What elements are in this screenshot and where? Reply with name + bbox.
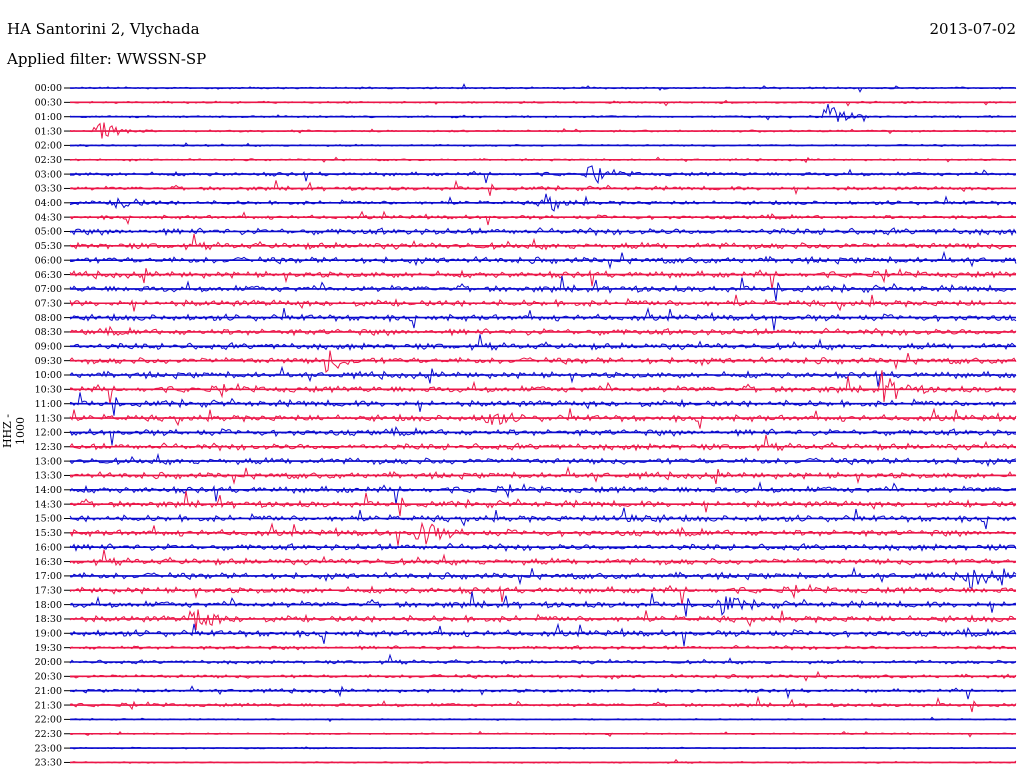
time-tick-label: 19:30: [35, 643, 62, 654]
seismic-trace: [70, 685, 1016, 700]
seismic-trace: [69, 210, 1017, 226]
time-tick-label: 03:30: [35, 184, 62, 195]
time-tick-label: 19:00: [35, 629, 62, 640]
seismic-trace: [70, 334, 1017, 352]
time-tick-label: 01:00: [35, 112, 62, 123]
time-tick-label: 04:00: [35, 198, 62, 209]
time-tick-label: 23:00: [35, 743, 62, 754]
time-tick-label: 00:30: [35, 98, 62, 109]
time-tick-label: 14:00: [35, 485, 62, 496]
time-tick-label: 15:30: [35, 528, 62, 539]
time-tick-label: 01:30: [35, 126, 62, 137]
time-tick-label: 23:30: [35, 758, 62, 769]
time-tick-label: 05:00: [35, 227, 62, 238]
time-tick-label: 11:30: [35, 413, 62, 424]
time-tick-label: 02:00: [35, 141, 62, 152]
seismic-trace: [69, 566, 1017, 589]
time-tick-label: 20:30: [35, 672, 62, 683]
time-tick-label: 18:30: [35, 614, 62, 625]
time-tick-label: 12:30: [35, 442, 62, 453]
seismic-trace: [69, 267, 1017, 290]
time-tick-label: 22:00: [35, 715, 62, 726]
time-tick-label: 10:00: [35, 370, 62, 381]
time-tick-label: 20:00: [35, 657, 62, 668]
seismic-trace: [69, 452, 1017, 468]
time-tick-label: 10:30: [35, 385, 62, 396]
seismic-trace: [69, 521, 1017, 546]
time-tick-label: 07:00: [35, 284, 62, 295]
time-tick-label: 06:30: [35, 270, 62, 281]
seismic-trace: [69, 583, 1017, 605]
time-tick-label: 18:00: [35, 600, 62, 611]
seismic-trace: [69, 549, 1017, 567]
time-tick-label: 09:30: [35, 356, 62, 367]
seismic-trace: [69, 434, 1017, 452]
seismic-trace: [69, 481, 1017, 505]
time-tick-label: 17:00: [35, 571, 62, 582]
seismic-trace: [69, 370, 1017, 404]
time-tick-label: 08:30: [35, 327, 62, 338]
time-tick-label: 02:30: [35, 155, 62, 166]
time-tick-label: 07:30: [35, 298, 62, 309]
time-tick-label: 09:00: [35, 342, 62, 353]
time-tick-label: 11:00: [35, 399, 62, 410]
time-tick-label: 16:00: [35, 542, 62, 553]
time-tick-label: 12:00: [35, 428, 62, 439]
time-tick-label: 05:30: [35, 241, 62, 252]
time-tick-label: 21:00: [35, 686, 62, 697]
station-title: HA Santorini 2, Vlychada: [7, 20, 200, 38]
time-tick-label: 06:00: [35, 255, 62, 266]
seismic-trace: [69, 307, 1017, 331]
time-tick-label: 17:30: [35, 585, 62, 596]
time-tick-label: 08:00: [35, 313, 62, 324]
time-tick-label: 22:30: [35, 729, 62, 740]
date-label: 2013-07-02: [929, 20, 1016, 38]
seismic-trace: [69, 622, 1017, 647]
time-tick-label: 03:00: [35, 169, 62, 180]
seismic-trace: [69, 233, 1017, 251]
time-tick-label: 13:30: [35, 471, 62, 482]
time-tick-label: 15:00: [35, 514, 62, 525]
time-tick-label: 14:30: [35, 499, 62, 510]
time-tick-label: 00:00: [35, 83, 62, 94]
time-tick-label: 21:30: [35, 700, 62, 711]
seismic-trace: [69, 425, 1017, 446]
time-tick-label: 04:30: [35, 212, 62, 223]
seismic-trace: [69, 365, 1017, 387]
filter-label: Applied filter: WWSSN-SP: [7, 50, 207, 68]
seismic-trace: [69, 103, 1017, 123]
time-tick-label: 16:30: [35, 557, 62, 568]
time-tick-label: 13:00: [35, 456, 62, 467]
